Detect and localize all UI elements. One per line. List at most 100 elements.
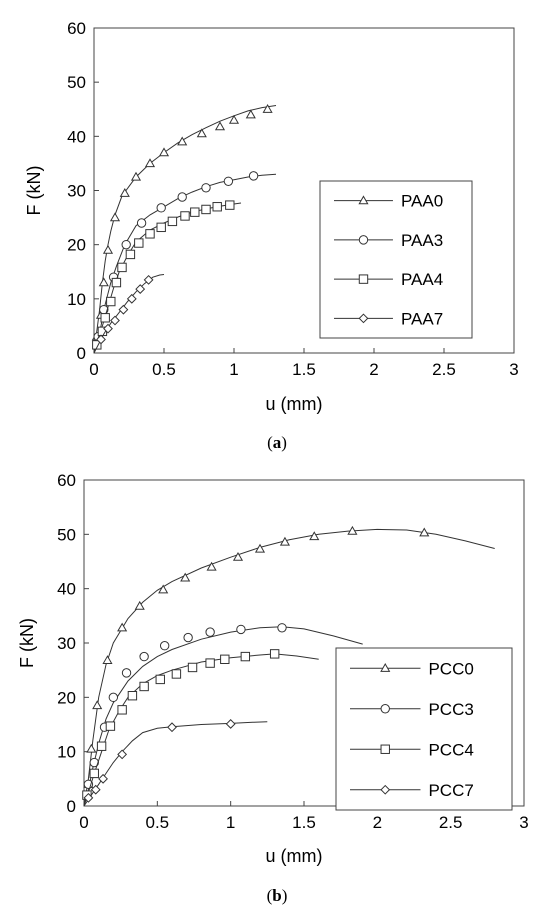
series-PAA0 [91,104,277,354]
data-point-circle [236,624,246,635]
y-tick-label: 20 [57,688,76,707]
data-point-square [127,691,138,701]
data-point-diamond [83,792,94,803]
data-point-square [139,681,149,692]
x-tick-label: 2.5 [432,360,456,379]
y-tick-label: 30 [67,182,86,201]
x-tick-label: 2.5 [439,813,463,832]
data-point-square [220,654,230,664]
data-point-triangle [254,543,266,553]
data-point-triangle [177,136,188,146]
data-point-square [167,216,178,227]
series-line [83,721,268,807]
x-tick-label: 2 [369,360,378,379]
x-tick-label: 3 [509,360,518,379]
data-point-triangle [130,171,142,181]
x-tick-label: 1 [226,813,235,832]
x-tick-label: 0.5 [146,813,170,832]
data-point-circle [201,183,211,193]
legend-marker-circle [380,704,390,714]
data-point-square [89,768,99,779]
y-tick-label: 50 [67,73,86,92]
legend: PAA0 PAA3 PAA4 PAA7 [319,180,473,339]
legend-label: PAA3 [401,231,443,250]
data-point-diamond [143,274,154,285]
data-point-triangle [102,655,113,665]
legend-box [335,647,513,811]
data-point-circle [223,176,234,186]
data-point-square [171,669,182,679]
y-tick-label: 0 [77,344,86,363]
x-tick-label: 0 [79,813,88,832]
y-axis-label: F (kN) [17,618,37,668]
data-point-circle [205,627,215,637]
data-point-triangle [214,121,226,131]
legend: PCC0 PCC3 PCC4 PCC7 [335,647,513,811]
data-point-square [106,296,116,307]
y-tick-label: 20 [67,236,86,255]
x-tick-label: 1.5 [292,360,316,379]
x-tick-label: 1.5 [292,813,316,832]
legend-label: PAA4 [401,270,443,289]
series-line [83,626,363,807]
data-point-circle [139,651,149,662]
data-point-diamond [117,749,128,760]
series-PAA7 [93,274,165,354]
data-point-triangle [206,561,217,571]
data-point-diamond [167,722,177,733]
y-tick-label: 30 [57,634,76,653]
data-point-triangle [419,527,430,537]
x-axis-label: u (mm) [266,846,323,866]
y-tick-label: 10 [67,290,86,309]
data-point-square [111,277,122,288]
data-point-diamond [103,323,113,334]
data-point-square [117,705,127,715]
legend-marker-circle [358,235,369,245]
data-point-square [180,211,190,221]
legend-label: PAA7 [401,309,443,328]
data-point-circle [277,623,287,633]
data-point-triangle [232,551,244,561]
x-axis-label: u (mm) [266,394,323,414]
data-point-triangle [109,212,121,222]
data-point-square [201,204,211,215]
legend-label: PAA0 [401,192,443,211]
data-point-triangle [119,188,130,197]
data-point-triangle [134,600,145,610]
data-point-circle [108,692,119,703]
data-point-triangle [180,572,191,582]
series-line [93,105,277,354]
data-point-diamond [118,304,129,315]
series-line [83,653,319,807]
data-point-triangle [158,584,169,594]
data-point-square [190,207,200,217]
y-tick-label: 0 [67,797,76,816]
data-point-diamond [225,719,236,729]
x-tick-label: 0.5 [152,360,176,379]
y-tick-label: 50 [57,525,76,544]
data-point-square [134,238,144,248]
data-point-triangle [245,109,256,119]
y-tick-label: 60 [67,19,86,38]
data-point-diamond [96,334,106,345]
data-point-triangle [228,114,240,124]
data-point-square [105,721,116,731]
data-point-circle [121,239,131,250]
data-point-square [187,662,198,673]
data-point-triangle [347,525,358,535]
data-point-square [155,674,165,685]
x-tick-label: 1 [229,360,238,379]
y-tick-label: 60 [57,471,76,490]
data-point-triangle [309,531,320,541]
data-point-diamond [126,293,137,304]
data-point-triangle [262,104,273,113]
legend-marker-triangle [380,663,391,672]
data-point-square [100,313,110,323]
data-point-circle [136,218,147,228]
series-PAA4 [92,200,242,354]
data-point-square [225,200,235,210]
series-PCC3 [83,623,363,807]
